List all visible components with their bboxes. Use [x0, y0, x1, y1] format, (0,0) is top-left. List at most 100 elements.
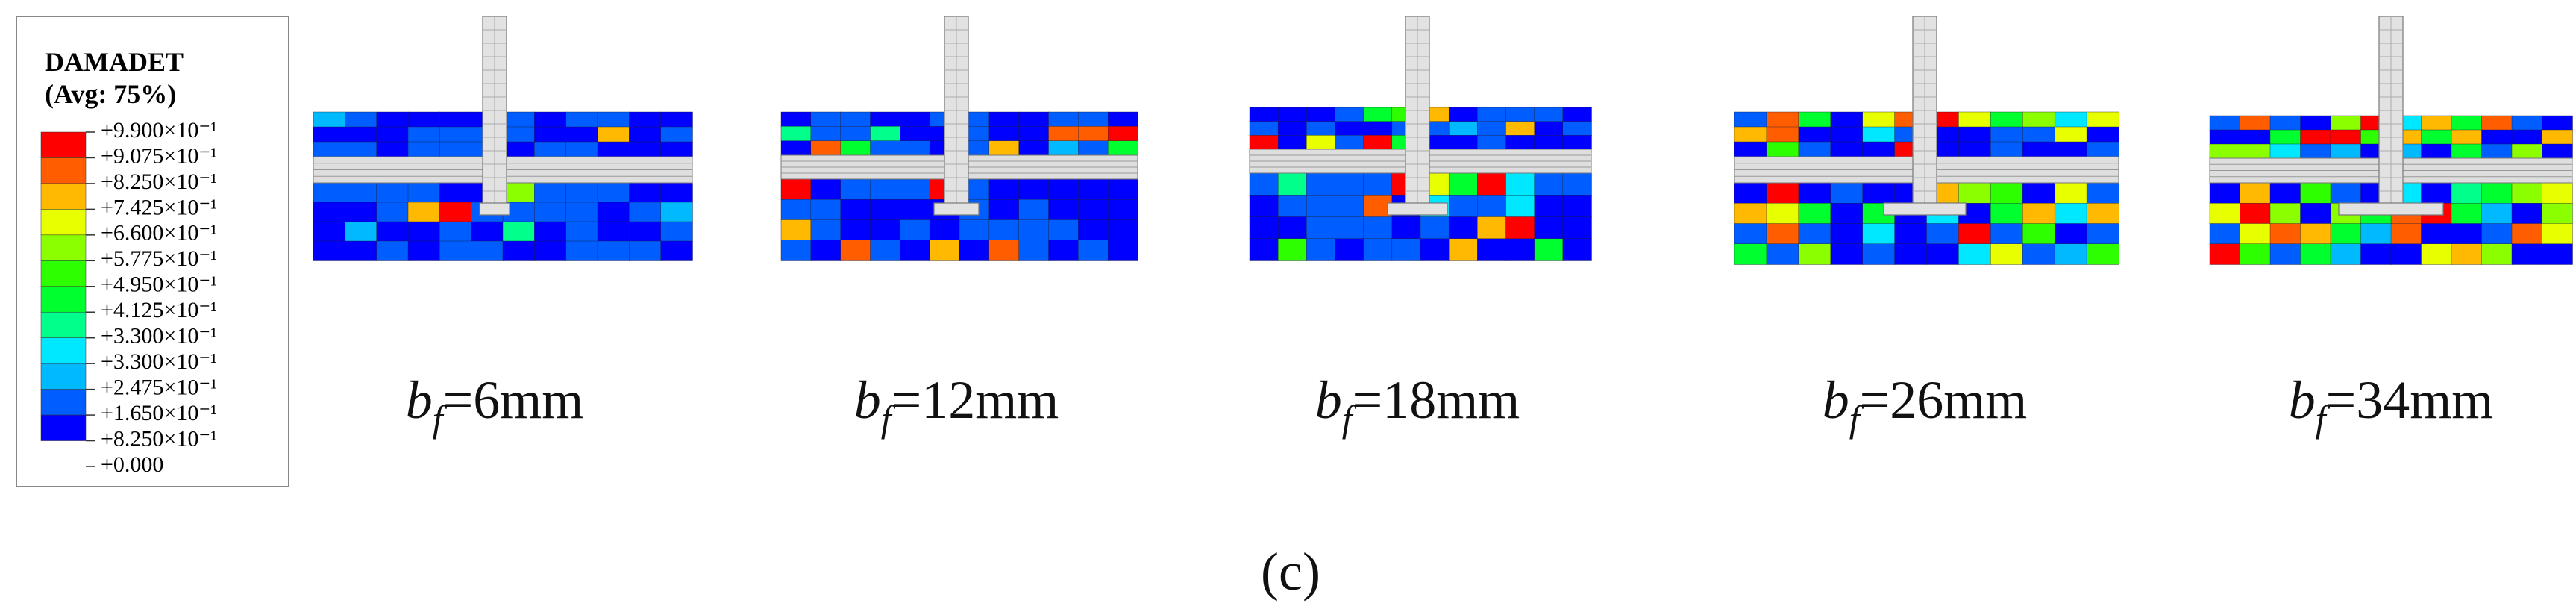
legend-label: +8.250×10⁻¹ — [101, 426, 217, 451]
contour-element — [870, 178, 901, 200]
caption-text: =12mm — [891, 370, 1059, 430]
contour-element — [810, 126, 842, 142]
contour-element — [1335, 238, 1364, 261]
contour-element — [534, 111, 567, 128]
flange — [2338, 202, 2444, 216]
contour-element — [1391, 238, 1421, 261]
contour-element — [1798, 243, 1831, 265]
contour-element — [1420, 216, 1450, 240]
contour-element — [502, 141, 536, 157]
legend-swatch — [40, 414, 87, 441]
contour-element — [2240, 203, 2271, 225]
fem-panel — [780, 16, 1138, 261]
contour-element — [2421, 243, 2452, 265]
contour-element — [870, 111, 901, 128]
contour-element — [660, 240, 693, 261]
contour-element — [1798, 126, 1831, 143]
contour-element — [870, 219, 901, 241]
contour-element — [2209, 243, 2241, 265]
contour-element — [988, 126, 1020, 142]
contour-element — [2451, 143, 2483, 159]
contour-element — [376, 126, 409, 143]
contour-element — [2209, 115, 2241, 131]
contour-element — [1958, 111, 1992, 128]
figure-label: (c) — [1261, 542, 1320, 602]
contour-element — [1363, 135, 1393, 150]
contour-element — [597, 182, 630, 203]
contour-element — [534, 182, 567, 203]
contour-element — [1534, 172, 1564, 196]
contour-element — [376, 182, 409, 203]
caption-text: =6mm — [443, 370, 584, 430]
contour-element — [2511, 129, 2543, 145]
contour-element — [810, 178, 842, 200]
contour-element — [1990, 141, 2023, 157]
panel-caption: bf=34mm — [2289, 370, 2494, 440]
contour-element — [439, 202, 472, 222]
legend-label: +2.475×10⁻¹ — [101, 375, 217, 400]
legend-label: +9.900×10⁻¹ — [101, 118, 217, 143]
contour-element — [313, 202, 346, 222]
contour-element — [2209, 223, 2241, 245]
contour-element — [1048, 199, 1079, 221]
contour-element — [1306, 121, 1336, 137]
contour-element — [1048, 126, 1079, 142]
contour-element — [565, 240, 598, 261]
contour-element — [1798, 223, 1831, 245]
caption-text: =34mm — [2326, 370, 2494, 430]
legend-swatch — [40, 311, 87, 338]
contour-element — [2022, 182, 2055, 204]
contour-element — [2054, 203, 2087, 225]
contour-element — [2511, 115, 2543, 131]
contour-element — [1830, 203, 1864, 225]
contour-element — [900, 199, 930, 221]
contour-element — [1990, 126, 2023, 143]
contour-element — [2209, 203, 2241, 225]
contour-element — [840, 178, 871, 200]
contour-element — [1107, 199, 1138, 221]
contour-element — [565, 141, 598, 157]
contour-element — [1363, 121, 1393, 137]
contour-element — [439, 141, 472, 157]
contour-element — [2269, 115, 2301, 131]
contour-element — [2300, 143, 2331, 159]
legend-label: +1.650×10⁻¹ — [101, 401, 217, 425]
contour-element — [1277, 238, 1308, 261]
contour-element — [660, 141, 693, 157]
contour-element — [345, 221, 377, 242]
contour-element — [1830, 141, 1864, 157]
contour-element — [1448, 238, 1479, 261]
contour-element — [1798, 203, 1831, 225]
contour-element — [2360, 223, 2392, 245]
legend-label: +3.300×10⁻¹ — [101, 349, 217, 374]
contour-element — [1306, 195, 1336, 218]
contour-element — [810, 199, 842, 221]
contour-element — [597, 240, 630, 261]
contour-element — [959, 219, 990, 241]
contour-element — [1448, 195, 1479, 218]
contour-element — [2209, 182, 2241, 204]
contour-element — [629, 221, 662, 242]
caption-symbol: b — [2289, 370, 2316, 430]
contour-element — [2511, 223, 2543, 245]
contour-element — [840, 199, 871, 221]
contour-element — [840, 126, 871, 142]
contour-element — [629, 126, 662, 143]
contour-element — [1107, 178, 1138, 200]
contour-element — [1562, 195, 1592, 218]
contour-element — [1448, 121, 1479, 137]
contour-element — [660, 111, 693, 128]
contour-element — [1477, 216, 1507, 240]
contour-element — [1830, 111, 1864, 128]
contour-element — [2300, 243, 2331, 265]
contour-element — [2240, 243, 2271, 265]
contour-element — [1505, 216, 1535, 240]
contour-element — [2240, 115, 2271, 131]
contour-element — [1734, 243, 1767, 265]
contour-element — [900, 178, 930, 200]
contour-element — [2421, 223, 2452, 245]
contour-element — [1534, 135, 1564, 150]
contour-element — [1562, 107, 1592, 122]
contour-element — [2451, 243, 2483, 265]
contour-element — [1477, 238, 1507, 261]
